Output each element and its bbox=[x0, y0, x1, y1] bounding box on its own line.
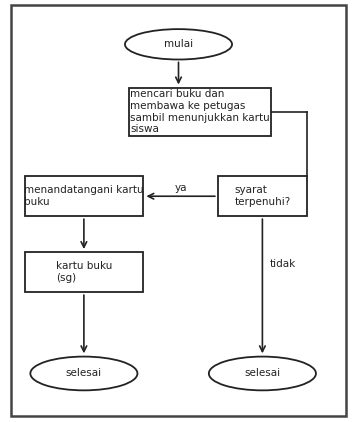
Text: menandatangani kartu
buku: menandatangani kartu buku bbox=[24, 185, 144, 207]
Text: syarat
terpenuhi?: syarat terpenuhi? bbox=[234, 185, 291, 207]
Text: kartu buku
(sg): kartu buku (sg) bbox=[56, 261, 112, 283]
FancyBboxPatch shape bbox=[25, 176, 143, 216]
FancyBboxPatch shape bbox=[11, 5, 346, 416]
FancyBboxPatch shape bbox=[129, 87, 271, 136]
Text: selesai: selesai bbox=[66, 368, 102, 379]
Ellipse shape bbox=[209, 357, 316, 390]
FancyBboxPatch shape bbox=[218, 176, 307, 216]
FancyBboxPatch shape bbox=[25, 252, 143, 292]
Ellipse shape bbox=[125, 29, 232, 60]
Ellipse shape bbox=[30, 357, 137, 390]
Text: selesai: selesai bbox=[244, 368, 281, 379]
Text: mencari buku dan
membawa ke petugas
sambil menunjukkan kartu
siswa: mencari buku dan membawa ke petugas samb… bbox=[130, 89, 270, 134]
Text: tidak: tidak bbox=[270, 259, 296, 269]
Text: mulai: mulai bbox=[164, 39, 193, 49]
Text: ya: ya bbox=[174, 183, 187, 193]
